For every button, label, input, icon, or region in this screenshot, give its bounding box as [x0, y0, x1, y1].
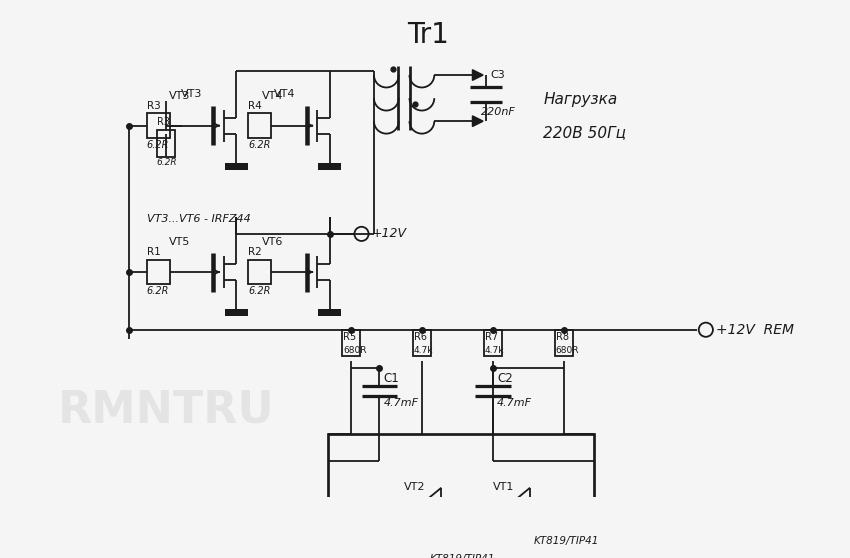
Bar	[225, 309, 248, 316]
Text: 220nF: 220nF	[481, 107, 516, 117]
Bar	[248, 259, 271, 285]
Bar	[328, 435, 594, 501]
Text: 6.2R: 6.2R	[147, 140, 169, 150]
Text: 680R: 680R	[556, 345, 580, 354]
Bar	[318, 309, 341, 316]
Text: R4: R4	[248, 100, 262, 110]
Text: 4.7mF: 4.7mF	[383, 398, 419, 408]
Text: RMNTRU: RMNTRU	[58, 388, 275, 431]
Text: 6.2R: 6.2R	[248, 286, 270, 296]
Bar	[157, 130, 175, 157]
Text: 680R: 680R	[343, 345, 366, 354]
Text: R8: R8	[556, 331, 569, 341]
Text: R3: R3	[156, 117, 169, 127]
Text: 6.2R: 6.2R	[248, 140, 270, 150]
Bar	[342, 330, 360, 357]
Text: VT3: VT3	[180, 89, 201, 99]
Polygon shape	[473, 70, 483, 80]
Text: VT4: VT4	[274, 89, 295, 99]
Text: C3: C3	[490, 70, 505, 80]
Text: C2: C2	[497, 372, 513, 386]
Bar	[484, 330, 502, 357]
Text: VT4: VT4	[262, 91, 284, 101]
Bar	[147, 259, 170, 285]
Polygon shape	[473, 116, 483, 127]
Text: +12V: +12V	[372, 228, 407, 240]
Bar	[413, 330, 431, 357]
Text: VT2: VT2	[404, 482, 426, 492]
Text: R5: R5	[343, 331, 356, 341]
Bar	[318, 163, 341, 170]
Text: 6.2R: 6.2R	[147, 286, 169, 296]
Text: KT819/TIP41: KT819/TIP41	[534, 536, 599, 546]
Text: R3: R3	[147, 100, 161, 110]
Text: C1: C1	[383, 372, 400, 386]
Bar	[555, 330, 573, 357]
Text: VT3...VT6 - IRFZ44: VT3...VT6 - IRFZ44	[147, 214, 251, 224]
Text: Нагрузка: Нагрузка	[543, 92, 618, 107]
Text: R7: R7	[484, 331, 498, 341]
Text: 4.7k: 4.7k	[484, 345, 504, 354]
Text: Tr1: Tr1	[407, 21, 449, 49]
Text: R2: R2	[248, 247, 262, 257]
Bar	[147, 113, 170, 138]
Text: R6: R6	[414, 331, 427, 341]
Text: 4.7mF: 4.7mF	[497, 398, 532, 408]
Text: 220В 50Гц: 220В 50Гц	[543, 125, 626, 140]
Text: KT819/TIP41: KT819/TIP41	[430, 554, 496, 558]
Text: 6.2R: 6.2R	[156, 158, 177, 167]
Bar	[225, 163, 248, 170]
Text: 4.7k: 4.7k	[414, 345, 434, 354]
Text: VT5: VT5	[169, 237, 190, 247]
Text: R1: R1	[147, 247, 161, 257]
Text: +12V  REM: +12V REM	[717, 323, 795, 336]
Text: VT6: VT6	[262, 237, 283, 247]
Text: VT1: VT1	[493, 482, 514, 492]
Text: VT3: VT3	[169, 91, 190, 101]
Bar	[248, 113, 271, 138]
